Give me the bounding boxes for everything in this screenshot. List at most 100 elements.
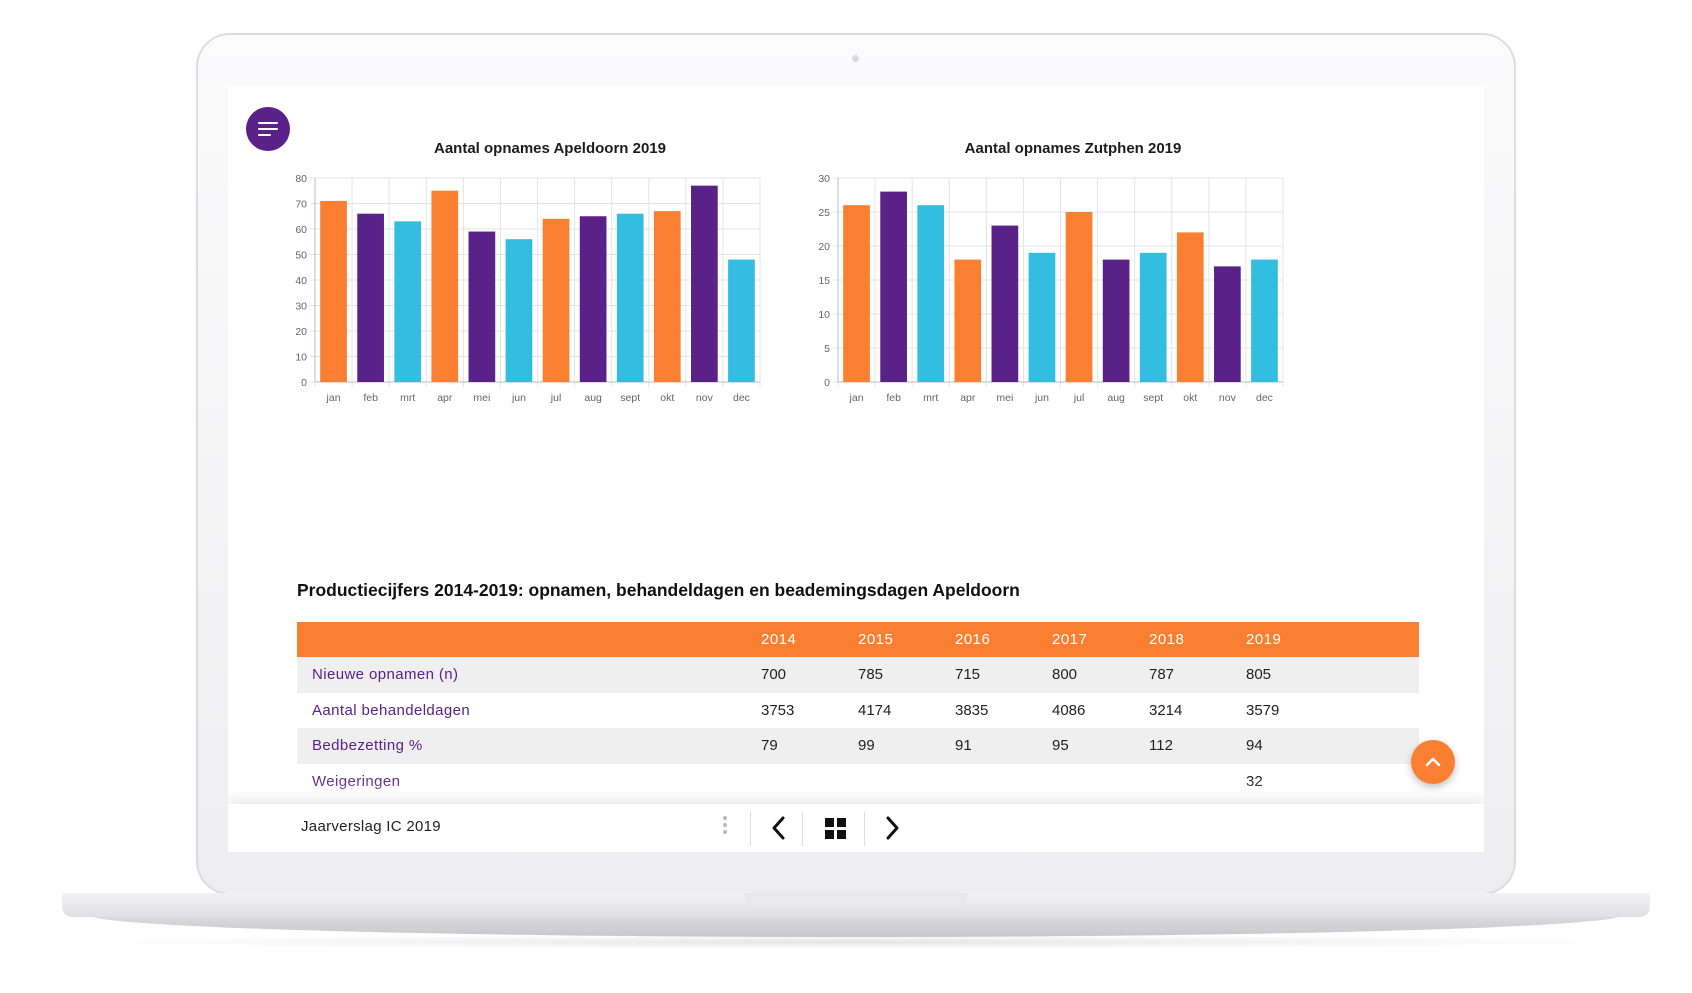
screen: Aantal opnames Apeldoorn 2019 0 10 20 30 40 5… — [228, 86, 1484, 852]
next-page-button[interactable] — [872, 810, 912, 846]
chevron-right-icon — [886, 816, 899, 840]
bar — [616, 213, 644, 382]
bar — [954, 259, 982, 382]
bar — [320, 200, 347, 382]
menu-icon — [258, 122, 278, 124]
table-cell: 3835 — [955, 701, 989, 719]
bar — [431, 190, 459, 382]
x-tick-label: okt — [660, 392, 674, 404]
table-cell: 99 — [858, 728, 955, 764]
y-tick-label: 10 — [295, 352, 307, 364]
bar — [357, 213, 384, 382]
production-table: 2014 2015 2016 2017 2018 2019 Nieuwe opn… — [297, 622, 1419, 799]
table-cell — [955, 764, 1052, 800]
table-cell: 715 — [955, 657, 1052, 693]
divider — [802, 812, 803, 846]
x-tick-label: jun — [511, 392, 526, 404]
grid-view-button[interactable] — [816, 810, 856, 846]
bar — [1102, 259, 1130, 382]
y-tick-label: 50 — [295, 250, 307, 262]
x-tick-label: dec — [733, 392, 750, 404]
table-row: Bedbezetting % 79 99 91 95 112 94 — [297, 728, 1419, 764]
table-cell — [761, 764, 858, 800]
y-tick-label: 10 — [818, 309, 830, 321]
y-tick-label: 60 — [295, 224, 307, 236]
x-tick-label: mei — [473, 392, 490, 404]
scroll-top-button[interactable] — [1411, 740, 1455, 784]
table-cell — [1149, 764, 1246, 800]
x-tick-label: jul — [550, 392, 562, 404]
chevron-left-icon — [772, 816, 785, 840]
prev-page-button[interactable] — [759, 810, 799, 846]
y-tick-label: 15 — [818, 275, 830, 287]
bar — [542, 218, 570, 382]
x-tick-label: feb — [363, 392, 378, 404]
y-tick-label: 20 — [818, 241, 830, 253]
table-header-cell: 2014 — [761, 622, 858, 657]
table-cell: 94 — [1246, 728, 1419, 764]
laptop-base-bottom — [90, 915, 1622, 937]
table-cell: 785 — [858, 657, 955, 693]
chart-title-zutphen: Aantal opnames Zutphen 2019 — [964, 140, 1182, 157]
bar — [1176, 232, 1204, 382]
table-cell: 787 — [1149, 657, 1246, 693]
x-tick-label: mrt — [923, 392, 938, 404]
y-tick-label: 0 — [824, 377, 830, 389]
table-cell: 32 — [1246, 772, 1263, 790]
table-cell: 805 — [1246, 657, 1419, 693]
table-cell — [1052, 764, 1149, 800]
y-tick-label: 70 — [295, 199, 307, 211]
x-tick-label: nov — [1219, 392, 1237, 404]
table-row: Weigeringen 32 — [297, 764, 1419, 800]
table-cell: 700 — [761, 657, 858, 693]
bar — [1028, 252, 1056, 382]
x-tick-label: aug — [1107, 392, 1125, 404]
footer-bar: Jaarverslag IC 2019 — [228, 804, 1484, 852]
table-cell: 800 — [1052, 657, 1149, 693]
bar — [880, 191, 907, 382]
x-tick-label: apr — [437, 392, 453, 404]
bar — [1139, 252, 1167, 382]
footer-title: Jaarverslag IC 2019 — [301, 818, 441, 835]
x-tick-label: jan — [326, 392, 341, 404]
y-tick-label: 40 — [295, 275, 307, 287]
x-tick-label: apr — [960, 392, 976, 404]
x-tick-label: jun — [1034, 392, 1049, 404]
table-cell: 4174 — [858, 701, 892, 719]
table-header-cell — [297, 622, 761, 657]
table-header-row: 2014 2015 2016 2017 2018 2019 — [297, 622, 1419, 657]
table-cell — [858, 764, 955, 800]
divider — [864, 812, 865, 846]
table-row: Nieuwe opnamen (n) 700 785 715 800 787 8… — [297, 657, 1419, 693]
table-cell: 79 — [761, 728, 858, 764]
x-tick-label: mei — [996, 392, 1013, 404]
x-tick-label: feb — [886, 392, 901, 404]
chart-title-apeldoorn: Aantal opnames Apeldoorn 2019 — [433, 140, 666, 157]
table-cell: 91 — [955, 728, 1052, 764]
x-tick-label: mrt — [400, 392, 415, 404]
y-tick-label: 30 — [295, 301, 307, 313]
y-tick-label: 0 — [301, 377, 307, 389]
x-tick-label: sept — [1143, 392, 1163, 404]
y-tick-label: 80 — [295, 173, 307, 185]
menu-button[interactable] — [246, 107, 290, 151]
x-tick-label: dec — [1256, 392, 1273, 404]
bar — [1214, 266, 1241, 382]
bar — [843, 205, 870, 382]
table-header-cell: 2015 — [858, 622, 955, 657]
bar — [991, 225, 1019, 382]
bar — [653, 211, 681, 382]
y-tick-label: 25 — [818, 207, 830, 219]
table-header-cell: 2017 — [1052, 622, 1149, 657]
row-label: Aantal behandeldagen — [312, 701, 471, 719]
divider — [750, 812, 751, 846]
more-vertical-icon[interactable] — [720, 816, 730, 840]
table-cell: 4086 — [1052, 701, 1086, 719]
laptop-shadow — [60, 935, 1652, 949]
chevron-up-icon — [1425, 757, 1441, 767]
y-tick-label: 20 — [295, 326, 307, 338]
x-tick-label: aug — [584, 392, 602, 404]
y-tick-label: 30 — [818, 173, 830, 185]
table-header-cell: 2019 — [1246, 622, 1419, 657]
bar — [579, 216, 607, 382]
